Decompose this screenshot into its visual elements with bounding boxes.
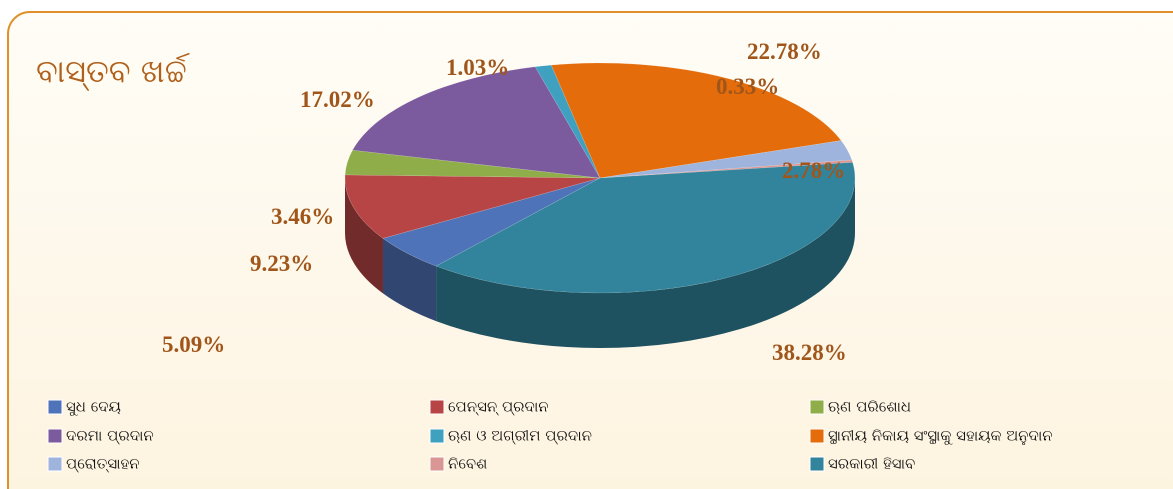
legend-label: ଋଣ ଓ ଅଗ୍ରୀମ ପ୍ରଦାନ	[448, 427, 592, 445]
legend-swatch	[429, 399, 445, 415]
legend-label: ସ୍ଥାନୀୟ ନିକାୟ ସଂସ୍ଥାକୁ ସହାୟକ ଅନୁଦାନ	[828, 427, 1053, 446]
slice	[382, 177, 601, 322]
legend-label: ପ୍ରୋତ୍ସାହନ	[66, 455, 140, 473]
slice-side	[382, 238, 437, 322]
legend-label: ଋଣ ପରିଶୋଧ	[828, 398, 911, 416]
slice	[344, 174, 601, 294]
legend-label: ପେନ୍ସନ୍ ପ୍ରଦାନ	[448, 398, 549, 416]
legend-swatch	[429, 428, 445, 444]
legend-label: ଦରମା ପ୍ରଦାନ	[66, 427, 154, 445]
data-label: 0.33%	[716, 74, 779, 99]
slice-top	[599, 159, 853, 179]
legend-swatch	[47, 456, 63, 472]
slice	[435, 162, 856, 349]
slice-top	[344, 149, 601, 179]
slice-top	[534, 64, 601, 179]
slice	[352, 66, 601, 179]
data-label: 2.78%	[782, 158, 845, 183]
slice	[534, 64, 601, 179]
legend-swatch	[47, 428, 63, 444]
slice-top	[550, 62, 842, 179]
slice-top	[435, 162, 856, 294]
slice	[599, 159, 853, 179]
legend-label: ସୁଧ ଦେୟ	[66, 398, 121, 416]
slice-top	[599, 140, 853, 179]
slice-side	[345, 178, 383, 294]
legend-label: ନିବେଶ	[448, 455, 487, 473]
legend-label: ସରକାରୀ ହିସାବ	[828, 455, 915, 473]
slice-top	[352, 66, 601, 179]
legend-swatch	[809, 456, 825, 472]
slice	[599, 140, 853, 179]
data-label: 5.09%	[162, 332, 225, 357]
data-label: 1.03%	[446, 55, 509, 80]
legend-swatch	[429, 456, 445, 472]
slice	[344, 149, 601, 179]
slice-top	[344, 174, 601, 239]
legend-swatch	[809, 428, 825, 444]
data-label: 17.02%	[300, 87, 375, 112]
slice	[550, 62, 842, 179]
legend-swatch	[47, 399, 63, 415]
legend-swatch	[809, 399, 825, 415]
data-label: 9.23%	[250, 251, 313, 276]
data-label: 3.46%	[271, 204, 334, 229]
slice-top	[382, 177, 601, 267]
slice-side	[436, 178, 855, 349]
data-label: 22.78%	[747, 39, 822, 64]
data-label: 38.28%	[772, 340, 847, 365]
chart-title: ବାସ୍ତବ ଖର୍ଚ୍ଚ	[36, 52, 190, 91]
